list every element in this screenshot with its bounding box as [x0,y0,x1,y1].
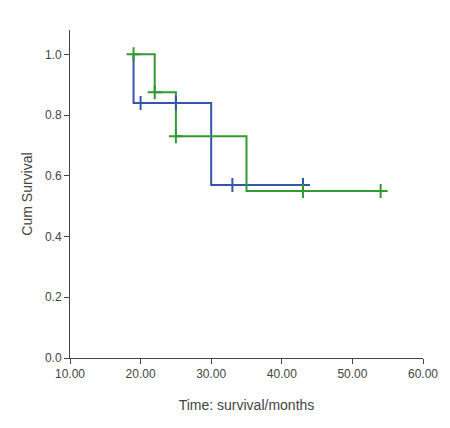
svg-text:30.00: 30.00 [196,367,226,381]
svg-text:10.00: 10.00 [55,367,85,381]
svg-text:0.8: 0.8 [45,108,62,122]
svg-text:0.4: 0.4 [45,230,62,244]
svg-text:1.0: 1.0 [45,48,62,62]
svg-text:50.00: 50.00 [337,367,367,381]
svg-text:20.00: 20.00 [126,367,156,381]
svg-text:60.00: 60.00 [408,367,438,381]
svg-text:Time: survival/months: Time: survival/months [179,397,315,413]
svg-text:Cum Survival: Cum Survival [19,152,35,235]
svg-text:40.00: 40.00 [267,367,297,381]
svg-text:0.0: 0.0 [45,351,62,365]
svg-text:0.6: 0.6 [45,169,62,183]
svg-text:0.2: 0.2 [45,290,62,304]
